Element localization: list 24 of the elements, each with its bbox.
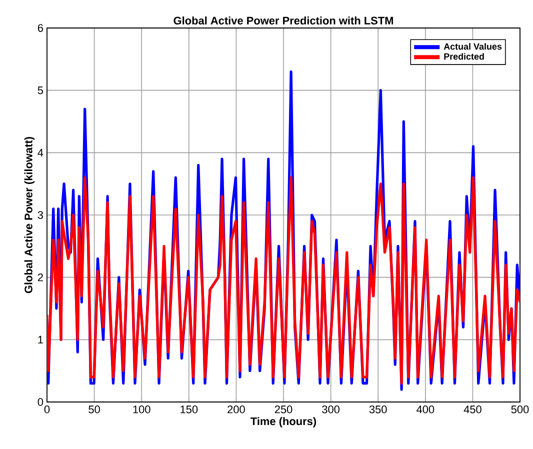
line-series bbox=[47, 176, 520, 385]
x-tick-label: 350 bbox=[369, 406, 387, 414]
x-tick-label: 200 bbox=[228, 406, 245, 414]
x-tick-label: 50 bbox=[88, 406, 100, 414]
x-tick-label: 100 bbox=[133, 406, 150, 414]
y-tick-label: 0 bbox=[38, 398, 44, 406]
y-axis-title: Global Active Power (kilowatt) bbox=[24, 136, 35, 294]
chart-title: Global Active Power Prediction with LSTM bbox=[174, 16, 393, 25]
y-tick-label: 4 bbox=[38, 148, 44, 156]
x-tick-label: 300 bbox=[322, 406, 340, 414]
x-axis-title: Time (hours) bbox=[250, 417, 316, 428]
x-tick-label: 150 bbox=[180, 406, 198, 414]
x-tick-label: 500 bbox=[511, 406, 529, 414]
legend-label: Actual Values bbox=[444, 43, 502, 50]
x-tick-label: 250 bbox=[274, 406, 292, 414]
y-tick-label: 2 bbox=[38, 274, 43, 282]
x-tick-label: 450 bbox=[464, 406, 482, 414]
x-tick-label: 400 bbox=[416, 406, 434, 414]
y-tick-label: 3 bbox=[38, 211, 43, 219]
y-tick-label: 5 bbox=[38, 86, 44, 94]
x-tick-label: 0 bbox=[44, 406, 50, 414]
y-tick-label: 1 bbox=[38, 336, 43, 344]
legend-label: Predicted bbox=[444, 53, 484, 60]
y-tick-label: 6 bbox=[38, 24, 43, 32]
